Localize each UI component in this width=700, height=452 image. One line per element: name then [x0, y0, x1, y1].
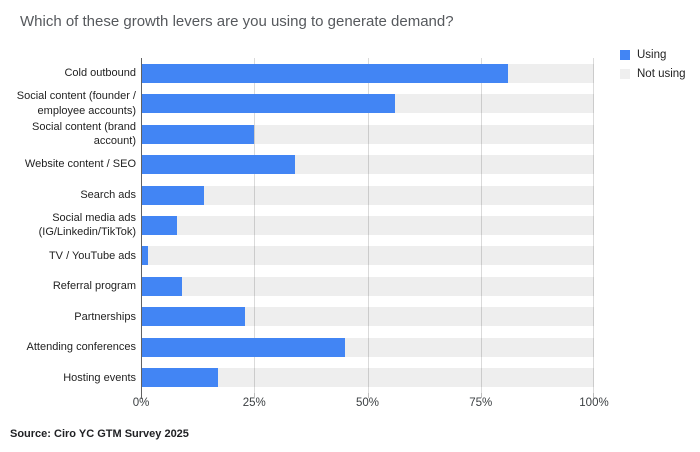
bar-not-using [177, 215, 594, 235]
bar-not-using [507, 63, 594, 83]
category-label: Partnerships [74, 310, 136, 323]
category-label: Referral program [52, 280, 136, 293]
bar-row [141, 88, 594, 118]
x-tick-label: 75% [469, 397, 493, 409]
category-labels: Cold outbound Social content (founder / e… [0, 58, 136, 393]
bar-rows [141, 58, 594, 393]
bar-using [141, 63, 508, 83]
bar-row [141, 149, 594, 179]
bar-row [141, 241, 594, 271]
bar-using [141, 368, 218, 388]
category-label: Search ads [80, 188, 136, 201]
bar-row [141, 210, 594, 240]
category-label: Social media ads (IG/Linkedin/TikTok) [38, 212, 136, 239]
legend-item-using: Using [620, 49, 686, 61]
bar-using [141, 307, 246, 327]
bar-using [141, 246, 148, 266]
gridline [367, 58, 369, 393]
x-axis-labels: 0% 25% 50% 75% 100% [133, 397, 609, 411]
x-tick-label: 50% [355, 397, 380, 409]
bar-row [141, 302, 594, 332]
legend-swatch-using [620, 50, 630, 60]
bar-using [141, 94, 395, 114]
x-tick-label: 0% [132, 397, 150, 409]
gridline [593, 58, 594, 393]
bar-not-using [218, 368, 594, 388]
legend: Using Not using [620, 49, 686, 80]
legend-label: Not using [637, 68, 686, 80]
bar-not-using [245, 307, 594, 327]
category-label: Cold outbound [64, 67, 136, 80]
bar-row [141, 58, 594, 88]
x-tick-label: 25% [242, 397, 266, 409]
gridline [254, 58, 256, 393]
bar-row [141, 271, 594, 301]
bar-using [141, 155, 296, 175]
category-label: TV / YouTube ads [48, 249, 136, 262]
bar-not-using [295, 155, 594, 175]
plot-area [141, 58, 594, 399]
zero-baseline [141, 58, 142, 399]
bar-not-using [147, 246, 594, 266]
axis-tick [367, 393, 369, 398]
gridline [480, 58, 482, 393]
category-label: Social content (brand account) [32, 120, 136, 148]
x-tick-label: 100% [579, 397, 609, 409]
bar-row [141, 180, 594, 210]
axis-tick [480, 393, 482, 398]
axis-tick [254, 393, 256, 398]
bar-row [141, 119, 594, 149]
bar-not-using [394, 94, 594, 114]
bar-not-using [254, 124, 594, 144]
bar-not-using [204, 185, 594, 205]
bar-using [141, 276, 182, 296]
category-label: Social content (founder / employee accou… [16, 90, 136, 117]
source-note: Source: Ciro YC GTM Survey 2025 [10, 428, 189, 440]
chart-title: Which of these growth levers are you usi… [20, 13, 454, 30]
legend-swatch-not-using [620, 69, 630, 79]
bar-not-using [344, 337, 594, 357]
category-label: Attending conferences [26, 341, 136, 354]
axis-tick [593, 393, 594, 398]
bar-using [141, 185, 205, 205]
legend-label: Using [637, 49, 667, 61]
bar-row [141, 332, 594, 362]
bar-not-using [181, 276, 594, 296]
category-label: Website content / SEO [24, 158, 136, 171]
bar-row [141, 363, 594, 393]
bar-using [141, 215, 178, 235]
bar-using [141, 124, 255, 144]
bar-using [141, 337, 345, 357]
category-label: Hosting events [63, 371, 136, 384]
legend-item-not-using: Not using [620, 68, 686, 80]
